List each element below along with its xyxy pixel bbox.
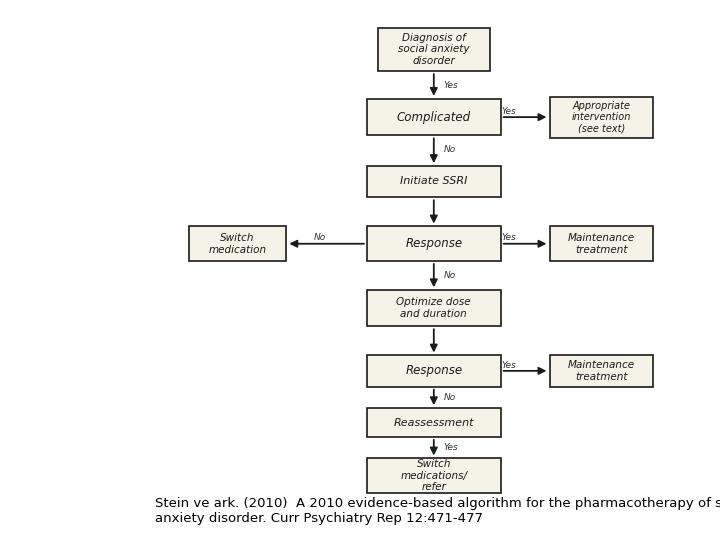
Text: Reassessment: Reassessment xyxy=(394,417,474,428)
Text: Response: Response xyxy=(405,364,462,377)
Text: Diagnosis of
social anxiety
disorder: Diagnosis of social anxiety disorder xyxy=(398,33,469,66)
Text: Complicated: Complicated xyxy=(397,111,471,124)
Text: Maintenance
treatment: Maintenance treatment xyxy=(567,360,635,382)
Text: Appropriate
intervention
(see text): Appropriate intervention (see text) xyxy=(572,100,631,134)
FancyBboxPatch shape xyxy=(367,290,501,326)
Text: Response: Response xyxy=(405,237,462,250)
Text: Switch
medication: Switch medication xyxy=(208,233,266,254)
FancyBboxPatch shape xyxy=(189,226,287,261)
Text: Switch
medications/
refer: Switch medications/ refer xyxy=(400,459,467,492)
Text: Yes: Yes xyxy=(502,361,517,370)
FancyBboxPatch shape xyxy=(549,97,653,138)
FancyBboxPatch shape xyxy=(367,99,501,135)
FancyBboxPatch shape xyxy=(367,355,501,387)
Text: Yes: Yes xyxy=(444,443,458,452)
FancyBboxPatch shape xyxy=(367,226,501,261)
Text: No: No xyxy=(313,233,325,242)
Text: No: No xyxy=(444,145,456,154)
Text: Optimize dose
and duration: Optimize dose and duration xyxy=(397,297,471,319)
Text: Yes: Yes xyxy=(502,233,517,242)
Text: Yes: Yes xyxy=(502,107,517,116)
FancyBboxPatch shape xyxy=(367,408,501,437)
FancyBboxPatch shape xyxy=(367,458,501,493)
FancyBboxPatch shape xyxy=(367,166,501,197)
Text: Initiate SSRI: Initiate SSRI xyxy=(400,177,467,186)
Text: Yes: Yes xyxy=(444,80,458,90)
FancyBboxPatch shape xyxy=(549,226,653,261)
Text: Stein ve ark. (2010)  A 2010 evidence-based algorithm for the pharmacotherapy of: Stein ve ark. (2010) A 2010 evidence-bas… xyxy=(155,497,720,525)
Text: Maintenance
treatment: Maintenance treatment xyxy=(567,233,635,254)
Text: No: No xyxy=(444,393,456,402)
Text: No: No xyxy=(444,271,456,280)
FancyBboxPatch shape xyxy=(549,355,653,387)
FancyBboxPatch shape xyxy=(378,28,490,71)
